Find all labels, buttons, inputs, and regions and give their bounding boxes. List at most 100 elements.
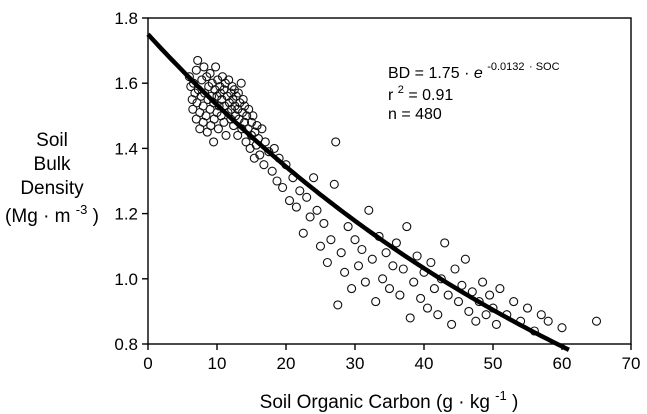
axis-ticks: 0 10 20 30 40 50 60 70 0.8 1.0 1.2 1.4 1.6 1.8	[114, 9, 640, 373]
data-point	[242, 111, 252, 121]
data-point	[409, 277, 419, 287]
data-point	[557, 323, 567, 333]
data-point	[357, 244, 367, 255]
data-point	[201, 111, 211, 121]
data-point	[371, 297, 381, 307]
data-point	[191, 65, 201, 75]
x-tick-label: 50	[484, 354, 503, 373]
data-point	[315, 241, 326, 251]
data-point	[353, 261, 364, 271]
data-point	[326, 235, 336, 245]
data-point	[238, 94, 248, 105]
data-point	[255, 150, 265, 160]
data-point	[491, 319, 501, 329]
data-point	[233, 88, 243, 98]
data-point	[398, 264, 408, 274]
x-tick-label: 0	[143, 354, 152, 373]
data-point	[309, 173, 319, 183]
data-point	[347, 284, 357, 294]
data-point	[485, 290, 495, 300]
y-tick-label: 0.8	[114, 335, 138, 354]
y-tick-label: 1.4	[114, 139, 138, 158]
r-squared-label: r 2 = 0.91	[388, 80, 453, 104]
data-point	[329, 179, 339, 189]
y-title-line-3: Density	[20, 178, 84, 199]
data-point	[378, 274, 388, 284]
data-point	[447, 319, 457, 329]
data-point	[429, 284, 439, 294]
data-point	[233, 130, 243, 140]
data-point	[471, 316, 481, 326]
data-point	[291, 202, 301, 212]
data-point	[241, 137, 251, 147]
data-point	[260, 137, 270, 147]
n-label: n = 480	[388, 106, 442, 123]
data-point	[453, 297, 464, 307]
x-tick-label: 40	[415, 354, 434, 373]
data-point	[405, 313, 415, 323]
data-point	[591, 316, 602, 326]
data-point	[543, 316, 553, 326]
data-point	[252, 121, 262, 131]
data-point	[244, 104, 254, 114]
fit-curve	[146, 32, 570, 352]
x-tick-label: 30	[346, 354, 365, 373]
data-point	[213, 124, 223, 134]
y-title-line-1: Soil	[36, 130, 68, 151]
data-point	[322, 257, 332, 268]
data-point	[202, 72, 212, 82]
y-title-line-4: (Mg · m -3 )	[5, 198, 99, 227]
data-point	[336, 248, 346, 258]
data-point	[197, 75, 207, 85]
data-point	[221, 130, 231, 140]
data-point	[193, 55, 203, 65]
data-point	[536, 310, 546, 320]
x-axis-title: Soil Organic Carbon (g · kg -1 )	[260, 384, 519, 413]
data-point	[367, 254, 377, 264]
data-point	[269, 143, 279, 153]
data-point	[433, 310, 443, 320]
data-point	[395, 290, 405, 300]
data-point	[259, 160, 269, 170]
data-point	[305, 212, 315, 222]
data-point	[284, 196, 295, 206]
data-point	[267, 166, 277, 176]
data-point	[478, 277, 488, 287]
x-tick-label: 20	[277, 354, 296, 373]
data-point	[443, 290, 453, 300]
data-point	[364, 205, 374, 215]
data-point	[464, 306, 474, 316]
data-point	[213, 75, 223, 85]
data-point	[426, 257, 436, 268]
data-point	[402, 222, 412, 232]
data-point	[272, 176, 282, 186]
y-axis-title: Soil Bulk Density (Mg · m -3 )	[5, 130, 99, 227]
y-tick-label: 1.8	[114, 9, 138, 28]
data-point	[302, 192, 312, 202]
data-point	[440, 238, 450, 248]
data-point	[211, 62, 221, 72]
data-point	[205, 68, 215, 78]
data-point	[509, 297, 519, 307]
data-point	[412, 251, 422, 261]
data-point	[248, 111, 258, 121]
data-point	[333, 300, 343, 310]
data-point	[481, 310, 491, 320]
x-tick-label: 60	[553, 354, 572, 373]
data-point	[230, 101, 240, 111]
plot-frame	[147, 17, 632, 345]
x-tick-label: 10	[208, 354, 227, 373]
data-point	[199, 62, 209, 72]
data-point	[391, 238, 401, 248]
data-point	[331, 137, 341, 147]
data-point	[295, 186, 305, 196]
y-tick-label: 1.6	[114, 74, 138, 93]
data-point	[343, 222, 353, 232]
data-point	[312, 205, 322, 215]
y-tick-label: 1.2	[114, 205, 138, 224]
data-point	[381, 248, 391, 258]
data-point	[460, 254, 470, 264]
data-point	[350, 235, 360, 245]
data-point	[388, 261, 398, 271]
